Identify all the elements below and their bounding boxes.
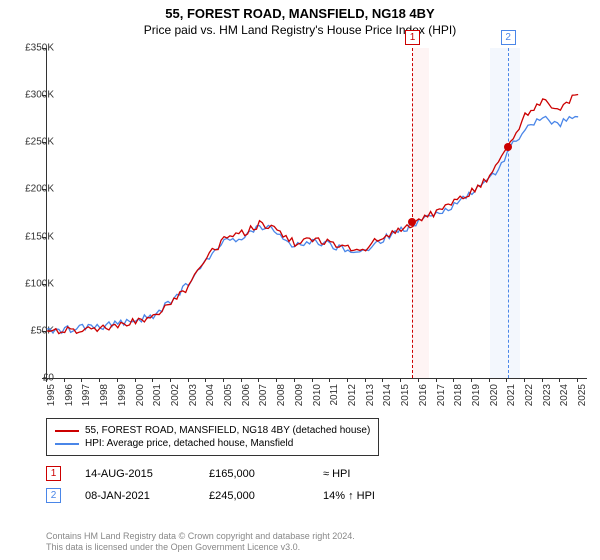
series-hpi [47,116,578,333]
plot-area: 12 [46,48,587,379]
sale-date: 08-JAN-2021 [85,490,185,502]
sale-price: £165,000 [209,468,299,480]
x-tick-label: 2015 [400,384,411,406]
sale-vline-2 [508,48,509,378]
sale-marker-2: 2 [501,30,516,45]
x-tick-label: 2009 [294,384,305,406]
x-tick-label: 2003 [188,384,199,406]
x-tick-label: 2018 [453,384,464,406]
sale-marker-icon: 1 [46,466,61,481]
legend-label: HPI: Average price, detached house, Mans… [85,438,293,449]
x-tick-label: 2020 [489,384,500,406]
legend-swatch [55,430,79,432]
x-tick-label: 2002 [170,384,181,406]
x-tick-label: 2025 [577,384,588,406]
sale-price: £245,000 [209,490,299,502]
x-tick-label: 2012 [347,384,358,406]
x-tick-label: 2024 [559,384,570,406]
x-tick-label: 2023 [542,384,553,406]
x-tick-label: 1996 [64,384,75,406]
x-tick-label: 2008 [276,384,287,406]
sale-row-2: 2 08-JAN-2021 £245,000 14% ↑ HPI [46,488,375,503]
x-tick-label: 2019 [471,384,482,406]
x-tick-label: 1998 [99,384,110,406]
sale-point-1 [408,218,416,226]
footer-line-1: Contains HM Land Registry data © Crown c… [46,531,355,543]
legend-item: HPI: Average price, detached house, Mans… [55,437,370,450]
x-tick-label: 2014 [382,384,393,406]
footer-line-2: This data is licensed under the Open Gov… [46,542,355,554]
x-tick-label: 2005 [223,384,234,406]
legend-item: 55, FOREST ROAD, MANSFIELD, NG18 4BY (de… [55,424,370,437]
x-tick-label: 2021 [506,384,517,406]
sale-delta: ≈ HPI [323,468,350,480]
sale-delta: 14% ↑ HPI [323,490,375,502]
x-tick-label: 2001 [152,384,163,406]
x-tick-label: 2007 [258,384,269,406]
sale-date: 14-AUG-2015 [85,468,185,480]
series-property [47,95,578,334]
chart-container: 55, FOREST ROAD, MANSFIELD, NG18 4BY Pri… [0,0,600,560]
sale-vline-1 [412,48,413,378]
legend-swatch [55,443,79,445]
legend-label: 55, FOREST ROAD, MANSFIELD, NG18 4BY (de… [85,425,370,436]
x-tick-label: 2004 [205,384,216,406]
x-tick-label: 2022 [524,384,535,406]
x-tick-label: 2006 [241,384,252,406]
x-tick-label: 2011 [329,384,340,406]
legend: 55, FOREST ROAD, MANSFIELD, NG18 4BY (de… [46,418,379,456]
x-tick-label: 2017 [436,384,447,406]
x-tick-label: 1997 [81,384,92,406]
x-tick-label: 2016 [418,384,429,406]
sale-row-1: 1 14-AUG-2015 £165,000 ≈ HPI [46,466,350,481]
x-tick-label: 1999 [117,384,128,406]
x-tick-label: 1995 [46,384,57,406]
sale-point-2 [504,143,512,151]
sale-marker-1: 1 [405,30,420,45]
line-series [47,48,587,378]
x-tick-label: 2010 [312,384,323,406]
sale-marker-icon: 2 [46,488,61,503]
attribution-footer: Contains HM Land Registry data © Crown c… [46,531,355,554]
chart-title: 55, FOREST ROAD, MANSFIELD, NG18 4BY [0,0,600,21]
x-tick-label: 2013 [365,384,376,406]
x-tick-label: 2000 [135,384,146,406]
